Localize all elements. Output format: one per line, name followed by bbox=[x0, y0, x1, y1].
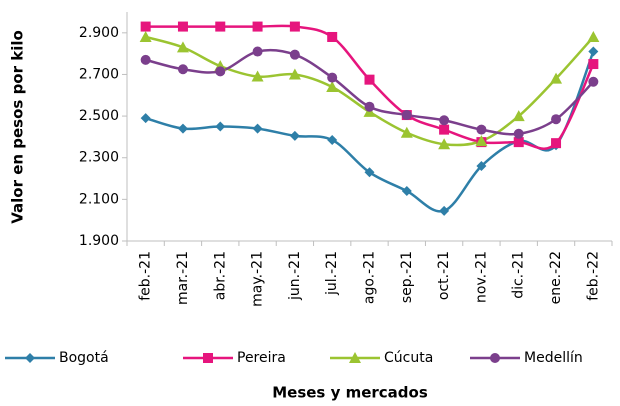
legend-label: Pereira bbox=[237, 350, 286, 366]
data-point bbox=[326, 80, 339, 92]
data-point bbox=[252, 46, 263, 57]
x-tick-label: sep.-21 bbox=[399, 251, 415, 303]
data-point bbox=[587, 30, 600, 42]
series-line bbox=[145, 24, 595, 150]
data-point bbox=[439, 115, 450, 126]
x-tick-label: may.-21 bbox=[250, 251, 266, 307]
data-point bbox=[289, 130, 300, 141]
legend-marker bbox=[203, 353, 213, 363]
data-point bbox=[252, 21, 263, 32]
x-tick-label: nov.-21 bbox=[473, 251, 489, 303]
x-tick-label: mar.-21 bbox=[175, 251, 191, 305]
data-point bbox=[439, 205, 450, 216]
data-point bbox=[551, 114, 562, 125]
x-tick-label: oct.-21 bbox=[436, 251, 452, 300]
data-point bbox=[251, 70, 264, 82]
data-point bbox=[139, 30, 152, 42]
data-point bbox=[475, 135, 488, 147]
y-tick-label: 1.900 bbox=[79, 233, 119, 249]
y-tick-label: 2.700 bbox=[79, 66, 119, 82]
data-point bbox=[177, 123, 188, 134]
data-point bbox=[439, 124, 450, 135]
data-point bbox=[288, 68, 301, 80]
data-point bbox=[215, 66, 226, 77]
data-point bbox=[550, 72, 563, 84]
x-tick-label: jul.-21 bbox=[324, 251, 340, 296]
x-tick-label: feb.-22 bbox=[585, 251, 601, 301]
data-point bbox=[140, 54, 151, 65]
data-point bbox=[588, 59, 599, 70]
data-point bbox=[438, 138, 451, 150]
data-point bbox=[289, 21, 300, 32]
data-point bbox=[177, 21, 188, 32]
y-tick-label: 2.900 bbox=[79, 25, 119, 41]
data-point bbox=[140, 113, 151, 124]
x-tick-label: dic.-21 bbox=[511, 251, 527, 299]
data-point bbox=[588, 76, 599, 87]
y-tick-label: 2.500 bbox=[79, 108, 119, 124]
data-point bbox=[176, 41, 189, 53]
legend-label: Cúcuta bbox=[384, 350, 433, 366]
data-point bbox=[140, 21, 151, 32]
data-point bbox=[476, 124, 487, 135]
y-tick-label: 2.100 bbox=[79, 191, 119, 207]
data-point bbox=[401, 110, 412, 121]
series-line bbox=[145, 35, 595, 147]
legend-marker bbox=[490, 353, 500, 363]
data-point bbox=[513, 137, 524, 148]
y-tick-label: 2.300 bbox=[79, 150, 119, 166]
data-point bbox=[215, 121, 226, 132]
data-point bbox=[513, 128, 524, 139]
data-point bbox=[401, 186, 412, 197]
legend-marker bbox=[349, 352, 361, 363]
x-tick-label: ene.-22 bbox=[548, 251, 564, 304]
data-point bbox=[400, 126, 413, 138]
data-point bbox=[327, 135, 338, 146]
y-axis-title: Valor en pesos por kilo bbox=[9, 30, 27, 224]
data-point bbox=[588, 46, 599, 57]
x-tick-label: abr.-21 bbox=[212, 251, 228, 300]
data-point bbox=[364, 101, 375, 112]
data-point bbox=[512, 110, 525, 122]
data-point bbox=[215, 21, 226, 32]
data-point bbox=[364, 74, 375, 85]
data-point bbox=[327, 31, 338, 42]
x-tick-label: feb.-21 bbox=[138, 251, 154, 301]
legend-label: Medellín bbox=[524, 350, 583, 366]
data-point bbox=[476, 161, 487, 172]
x-tick-label: ago.-21 bbox=[362, 251, 378, 304]
data-point bbox=[252, 123, 263, 134]
data-point bbox=[177, 64, 188, 75]
data-point bbox=[327, 72, 338, 83]
data-point bbox=[551, 138, 562, 149]
x-axis-title: Meses y mercados bbox=[272, 384, 428, 402]
legend-marker bbox=[25, 353, 35, 363]
data-point bbox=[364, 167, 375, 178]
data-point bbox=[289, 49, 300, 60]
legend-label: Bogotá bbox=[59, 350, 109, 366]
x-tick-label: jun.-21 bbox=[287, 251, 303, 301]
